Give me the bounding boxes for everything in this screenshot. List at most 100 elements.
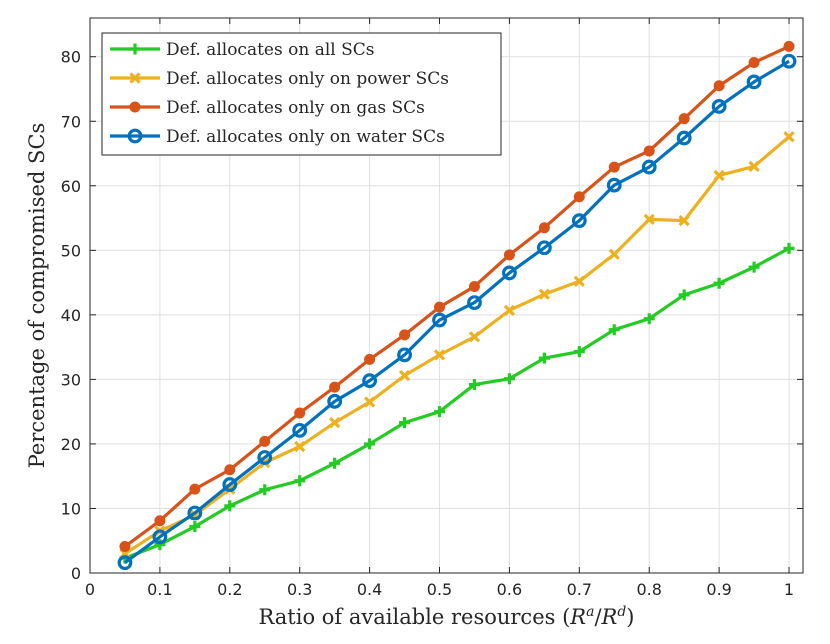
series-4-point	[467, 295, 482, 310]
x-tick-label: 0.5	[427, 580, 452, 599]
series-3-point	[434, 301, 446, 313]
legend-item-1: Def. allocates on all SCs	[110, 40, 374, 60]
series-2-point	[329, 417, 341, 429]
series-3-point	[678, 113, 690, 125]
series-1-point	[399, 417, 411, 429]
y-tick-label: 40	[61, 306, 81, 325]
series-4-point	[152, 529, 168, 545]
series-3-point	[748, 57, 760, 69]
y-tick-label: 80	[61, 48, 81, 67]
series-4-point	[257, 450, 273, 465]
x-axis-label-slash: /	[594, 605, 602, 629]
series-2-point	[538, 288, 550, 300]
series-1-line	[124, 246, 790, 560]
series-1-point	[783, 242, 795, 254]
series-4-point	[571, 213, 587, 229]
series-2-point	[468, 331, 481, 343]
series-1-point	[364, 438, 376, 450]
y-tick-label: 10	[61, 499, 81, 518]
series-4-point	[187, 505, 203, 521]
y-tick-label: 60	[61, 177, 81, 196]
series-4-point	[606, 177, 622, 193]
series-4-point	[292, 422, 308, 438]
series-1-point	[608, 324, 620, 336]
x-tick-label: 1	[784, 580, 794, 599]
series-2-point	[294, 440, 306, 453]
series-4-point	[397, 347, 412, 363]
series-2-point	[433, 349, 446, 361]
series-2-point	[748, 160, 760, 173]
series-4-point	[536, 240, 552, 256]
series-1-point	[434, 406, 446, 418]
legend-label: Def. allocates only on gas SCs	[166, 98, 425, 118]
series-2-point	[713, 169, 725, 182]
x-tick-label: 0.2	[217, 580, 242, 599]
y-tick-label: 50	[61, 241, 81, 260]
y-tick-label: 70	[61, 112, 81, 131]
legend-label: Def. allocates only on water SCs	[166, 127, 445, 147]
x-tick-label: 0.1	[147, 580, 172, 599]
legend-label: Def. allocates only on power SCs	[166, 69, 449, 89]
series-3-point	[259, 435, 271, 447]
series-3-point	[364, 353, 376, 365]
series-1-point	[748, 261, 760, 273]
legend-marker	[127, 128, 143, 144]
series-4-point	[222, 477, 238, 492]
series-4-point	[711, 99, 727, 114]
series-1-point	[259, 484, 271, 496]
series-3	[119, 40, 795, 553]
legend-item-2: Def. allocates only on power SCs	[110, 69, 449, 89]
series-1-point	[573, 346, 585, 358]
series-2-point	[678, 215, 690, 227]
x-axis-label-sup2: d	[617, 604, 626, 620]
series-2-point	[783, 131, 795, 143]
series-3-line	[124, 44, 790, 548]
series-3-point	[643, 145, 655, 157]
series-3-point	[503, 249, 515, 261]
series-4-point	[676, 130, 692, 146]
x-tick-label: 0.3	[287, 580, 312, 599]
y-tick-label: 0	[71, 564, 81, 583]
series-1-point	[538, 352, 550, 364]
series-4-point	[502, 265, 517, 281]
series-3-point	[468, 280, 480, 292]
series-2-point	[608, 248, 620, 260]
y-tick-label: 20	[61, 435, 81, 454]
legend-marker	[129, 43, 141, 55]
series-4-point	[781, 53, 797, 69]
series-3-point	[713, 80, 725, 92]
legend-marker	[129, 72, 141, 84]
series-1-point	[713, 277, 725, 289]
series-1-point	[678, 289, 690, 301]
series-3-point	[538, 222, 550, 234]
x-axis-label-sup1: a	[586, 604, 594, 620]
data-series	[117, 40, 797, 571]
series-4-point	[432, 312, 447, 328]
x-tick-label: 0.9	[706, 580, 731, 599]
series-1-point	[189, 521, 201, 533]
series-3-point	[783, 40, 795, 52]
series-3-point	[119, 541, 131, 553]
axis-ticks: 0 0.1 0.2 0.3 0.4 0.5 0.6 0.7 0.8 0.9 101020304050…	[61, 18, 803, 599]
legend-item-3: Def. allocates only on gas SCs	[110, 98, 425, 118]
series-3-point	[608, 161, 620, 173]
legend-marker	[129, 101, 141, 113]
x-tick-label: 0	[85, 580, 95, 599]
series-4	[117, 53, 797, 571]
x-axis-label-r2: R	[601, 605, 618, 629]
series-4-point	[641, 159, 657, 175]
series-2-point	[573, 275, 585, 287]
series-1-point	[224, 500, 236, 512]
series-3-point	[154, 515, 166, 527]
series-2-point	[643, 213, 655, 225]
series-4-point	[117, 555, 133, 571]
series-4-point	[362, 373, 378, 389]
legend-label: Def. allocates on all SCs	[166, 40, 374, 60]
series-2-point	[503, 304, 516, 316]
series-1-point	[503, 373, 515, 385]
y-tick-label: 30	[61, 370, 81, 389]
x-tick-label: 0.7	[567, 580, 592, 599]
series-3-point	[399, 329, 411, 341]
x-tick-label: 0.8	[636, 580, 661, 599]
series-3-point	[294, 407, 306, 419]
